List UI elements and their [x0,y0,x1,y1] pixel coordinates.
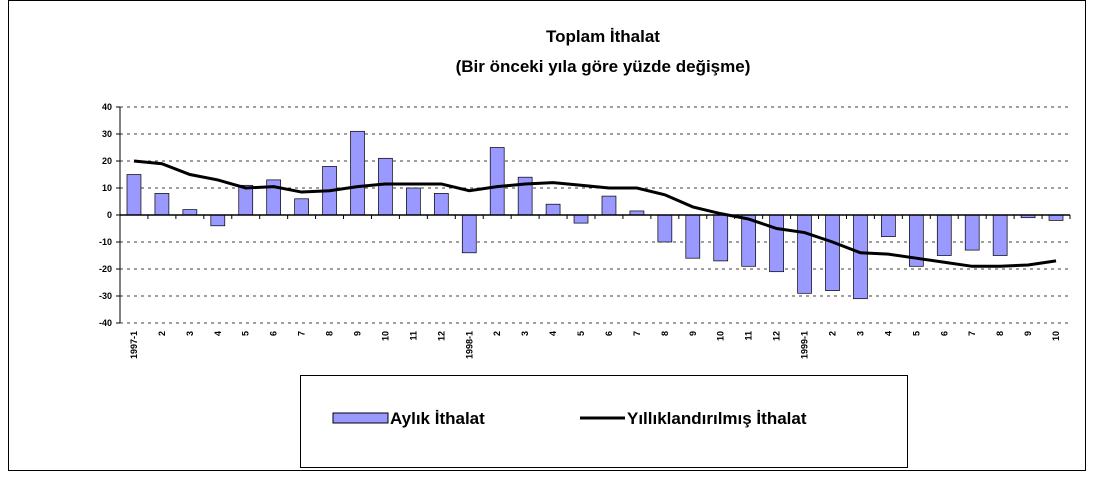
x-tick-label: 3 [855,331,865,336]
bar [964,214,980,251]
x-tick-label: 7 [297,331,307,336]
bar [154,193,170,216]
chart-title: Toplam İthalat [546,27,660,46]
x-tick-label: 11 [408,331,418,341]
x-tick-label: 7 [967,331,977,336]
bar [713,214,729,262]
bar [936,214,952,256]
x-tick-label: 1999-1 [800,331,810,359]
bar [797,214,812,294]
legend-swatch [332,412,389,424]
bar [769,214,784,273]
y-tick-label: 10 [102,183,112,193]
x-tick-label: 6 [604,331,614,336]
y-tick-label: 0 [107,210,112,220]
bar [294,198,309,216]
bar [685,214,701,259]
bar [992,214,1008,256]
bar [853,214,868,300]
bar [210,214,226,227]
x-tick-label: 7 [632,331,642,336]
bar [489,147,505,216]
y-tick-label: 20 [102,156,112,166]
x-tick-label: 6 [269,331,279,336]
y-tick-label: 30 [102,129,112,139]
x-tick-label: 3 [185,331,195,336]
y-tick-label: -10 [99,237,112,247]
bar [406,187,421,216]
x-tick-label: 9 [1023,331,1033,336]
legend-label: Aylık İthalat [390,409,485,428]
x-tick-label: 10 [1051,331,1061,341]
y-tick-label: -40 [99,318,112,328]
bar [881,214,896,237]
x-tick-label: 9 [688,331,698,336]
legend-label: Yıllıklandırılmış İthalat [627,409,807,428]
x-tick-label: 4 [548,331,558,336]
y-tick-label: -30 [99,291,112,301]
y-tick-label: -20 [99,264,112,274]
x-tick-label: 2 [157,331,167,336]
x-tick-label: 8 [660,331,670,336]
bar [741,214,757,267]
x-tick-label: 10 [380,331,390,341]
x-tick-label: 10 [716,331,726,341]
x-tick-label: 5 [911,331,921,336]
x-tick-label: 6 [939,331,949,336]
bar [461,214,477,254]
bar [350,130,365,216]
x-tick-label: 8 [995,331,1005,336]
x-tick-label: 4 [213,331,223,336]
bar [601,195,617,216]
x-tick-label: 3 [520,331,530,336]
bar [433,193,449,216]
x-tick-label: 2 [492,331,502,336]
x-tick-label: 5 [576,331,586,336]
chart-subtitle: (Bir önceki yıla göre yüzde değişme) [456,57,751,76]
bar [182,209,198,216]
x-tick-label: 2 [828,331,838,336]
x-tick-label: 1997-1 [129,331,139,359]
legend-box [300,375,908,468]
x-tick-label: 9 [353,331,363,336]
x-tick-label: 11 [744,331,754,341]
x-tick-label: 12 [772,331,782,341]
x-tick-label: 5 [241,331,251,336]
x-tick-label: 12 [436,331,446,341]
line [133,159,1057,268]
y-tick-label: 40 [102,102,112,112]
x-tick-label: 8 [325,331,335,336]
x-tick-label: 1998-1 [464,331,474,359]
bar [378,157,393,216]
bar [238,184,254,216]
bar [126,174,142,216]
bar [825,214,840,291]
x-tick-label: 4 [883,331,893,336]
bar [573,214,589,224]
bar [1048,214,1064,221]
bar [545,203,561,216]
bar [657,214,673,243]
